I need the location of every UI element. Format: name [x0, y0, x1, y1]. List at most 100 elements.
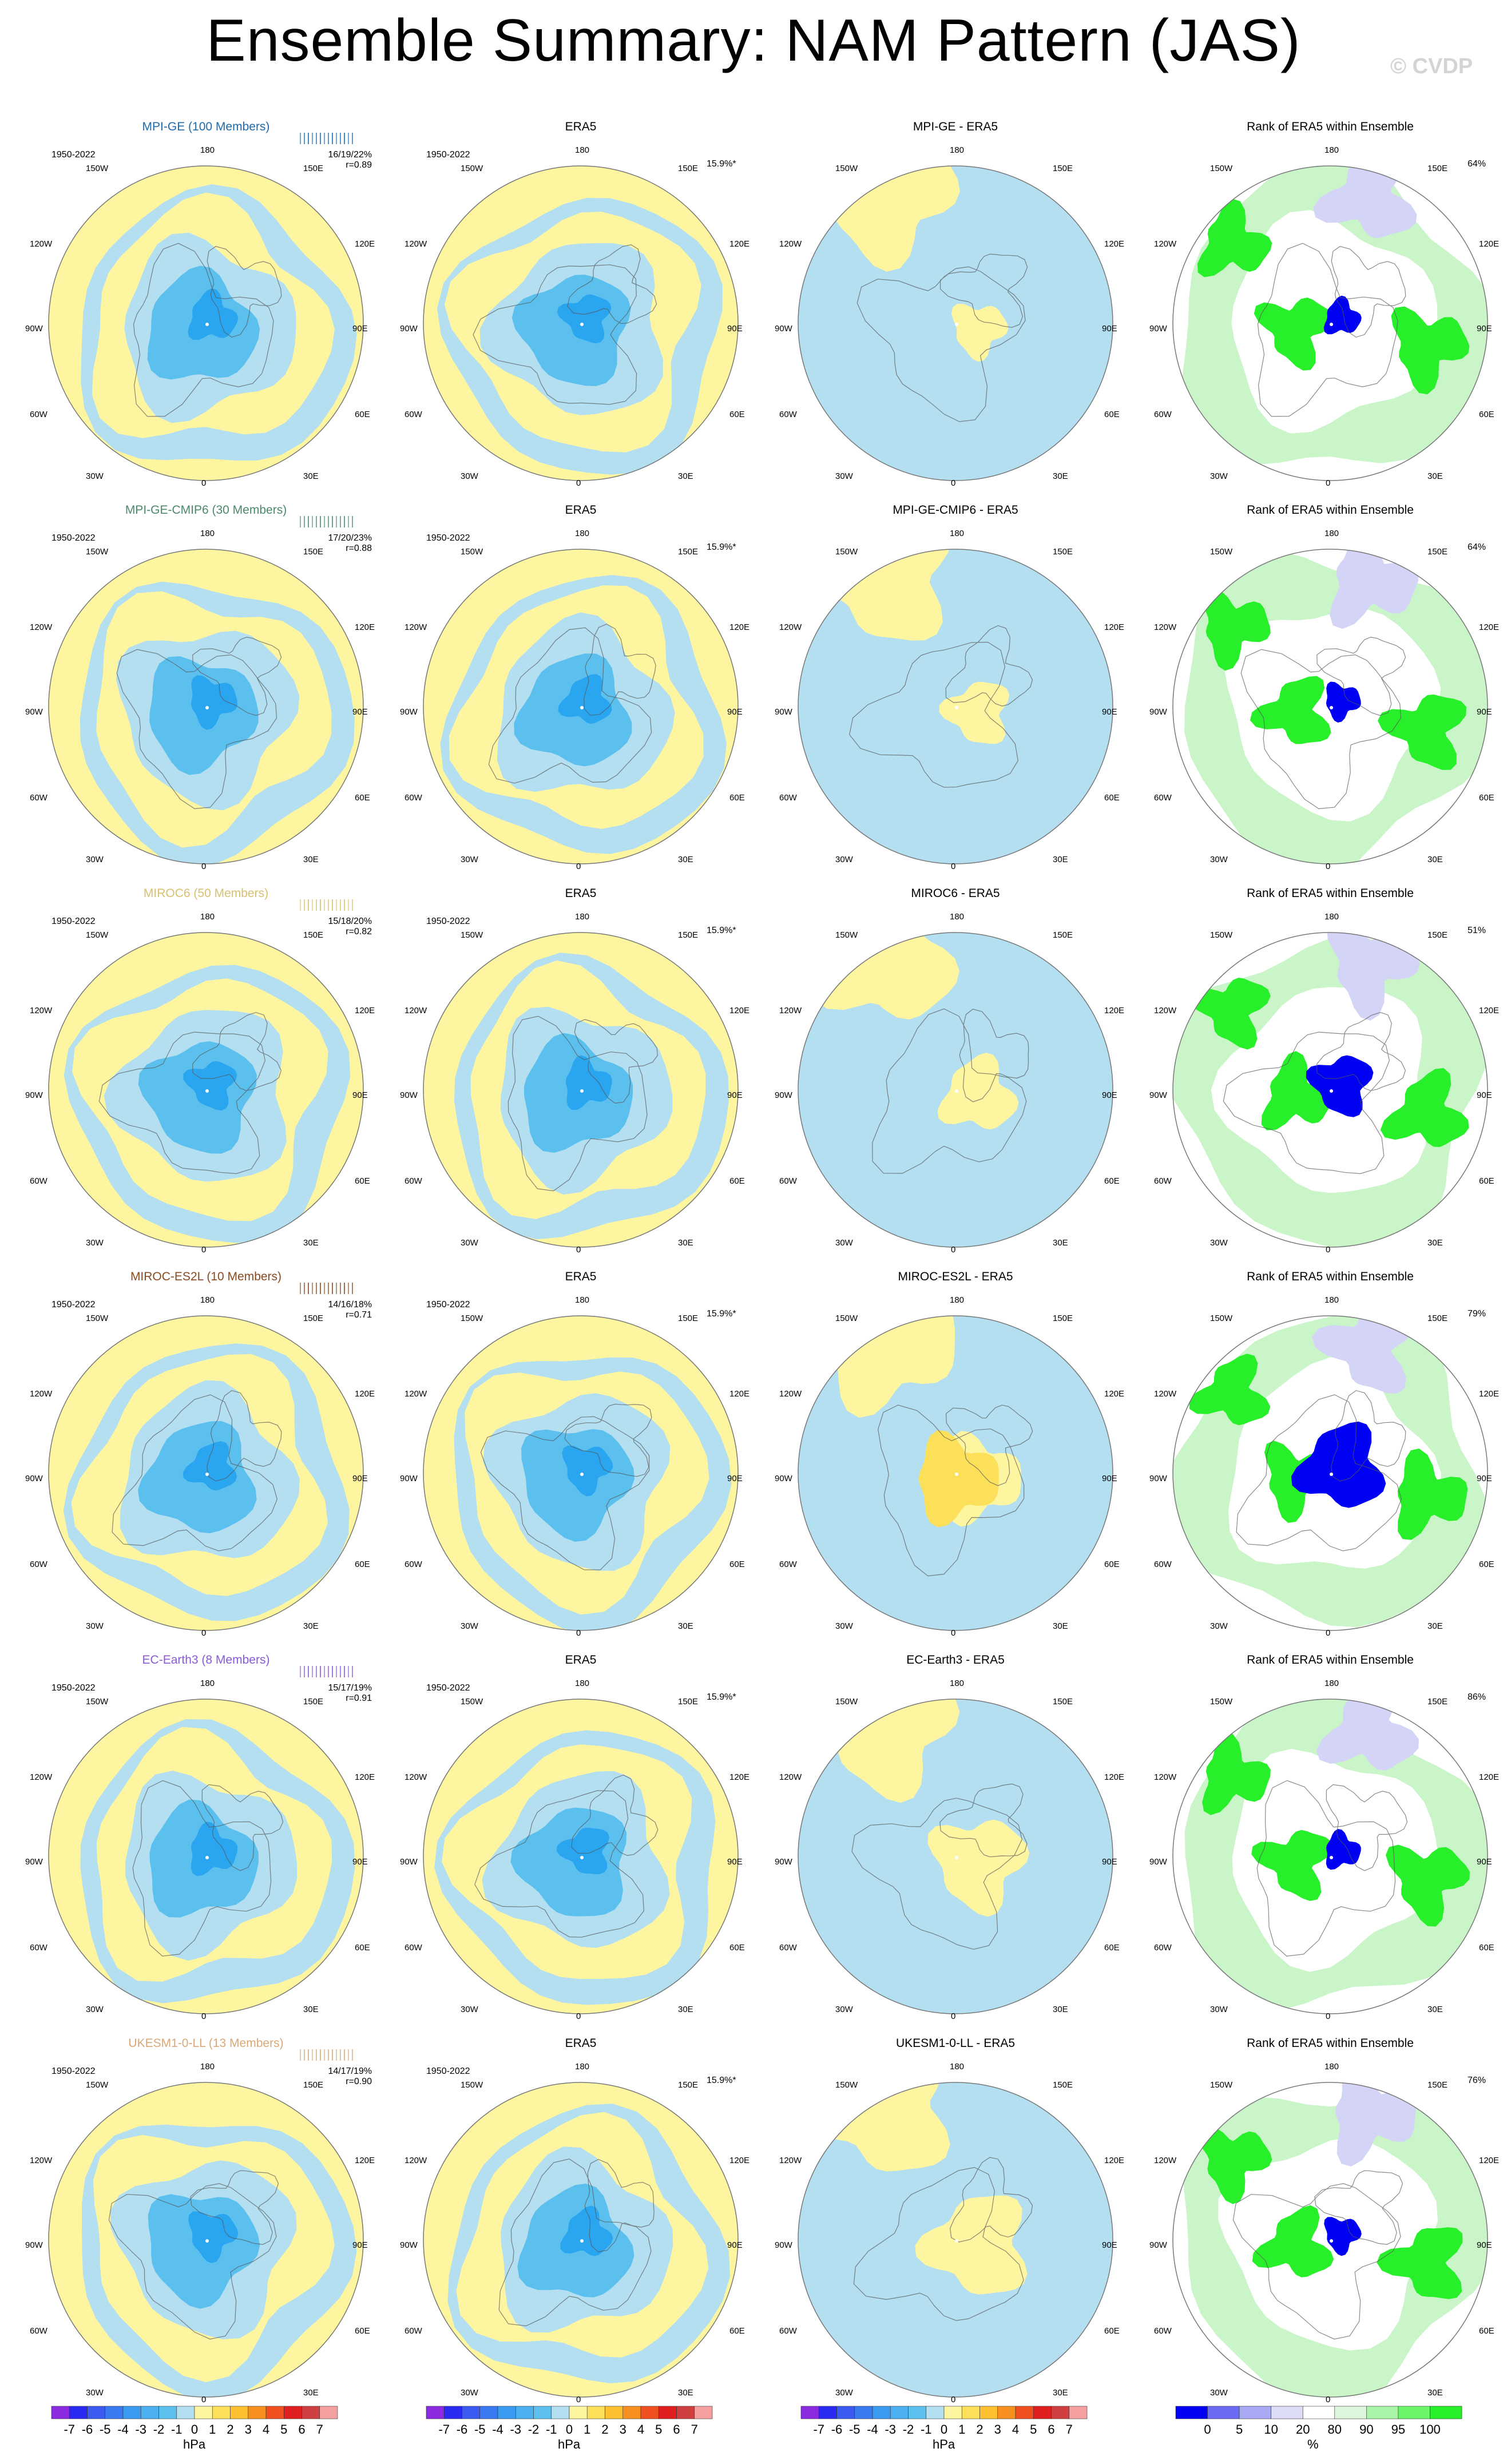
lon-label-ll: 60W [30, 410, 47, 419]
model-stats: 14/16/18% r=0.71 [303, 1300, 372, 1320]
lon-label-bottom: 0 [1326, 1245, 1331, 1255]
map-fill [49, 166, 363, 481]
panel-rank-row1: Rank of ERA5 within Ensemble 64% 180 0 150W 1… [1149, 120, 1507, 498]
rank-green-region-a [1203, 587, 1271, 671]
years-label: 1950-2022 [426, 1300, 470, 1310]
colorbar-swatch [1207, 2406, 1240, 2419]
era5-title: ERA5 [565, 1653, 597, 1667]
lon-label-lr: 60E [1479, 2326, 1494, 2336]
lon-label-bottom: 0 [201, 1245, 207, 1255]
positive-anomaly-region [821, 166, 960, 272]
positive-ring-region [444, 212, 701, 453]
colorbar-tick-label: 95 [1391, 2422, 1406, 2437]
colorbar-swatch [176, 2406, 195, 2419]
colorbar-rank: 0 5 10 20 80 90 95 100% [1170, 2403, 1468, 2454]
lon-label-bottom: 0 [201, 2011, 207, 2021]
lon-label-mr: 90E [352, 2240, 368, 2250]
colorbar-tick-label: 0 [565, 2422, 573, 2437]
panel-model-row4: MIROC-ES2L (10 Members) 1950-2022 14/16/18… [25, 1270, 383, 1648]
lon-label-bottom: 0 [951, 1628, 956, 1638]
pole-marker [1330, 323, 1333, 326]
colorbar-swatch [122, 2406, 141, 2419]
panel-rank-row6: Rank of ERA5 within Ensemble 76% 180 0 150W 1… [1149, 2037, 1507, 2414]
colorbar-swatch [51, 2406, 70, 2419]
era5-title: ERA5 [565, 1270, 597, 1283]
colorbar-tick-label: 2 [227, 2422, 234, 2437]
lon-label-bl: 30W [1210, 1621, 1228, 1631]
colorbar-swatch [997, 2406, 1016, 2419]
colorbar-swatch [890, 2406, 909, 2419]
map-fill [423, 1316, 738, 1630]
negative-center-region [188, 288, 239, 340]
lon-label-top: 180 [950, 912, 965, 922]
lon-label-ur: 120E [1479, 1772, 1500, 1782]
colorbar-tick-label: 0 [191, 2422, 199, 2437]
lon-label-tr: 150E [303, 1697, 324, 1707]
lon-label-mr: 90E [1102, 1090, 1117, 1100]
lon-label-ml: 90W [400, 1857, 418, 1867]
panel-diff-row3: MIROC6 - ERA5 180 0 150W 150E 120W 120E 90W 90E 6… [775, 887, 1133, 1264]
lon-label-lr: 60E [1479, 1176, 1494, 1186]
panel-model-row6: UKESM1-0-LL (13 Members) 1950-2022 14/17/1… [25, 2037, 383, 2414]
rank-green-region-c [1254, 297, 1335, 371]
lon-label-lr: 60E [355, 1176, 370, 1186]
lon-label-br: 30E [1053, 1621, 1068, 1631]
rank-pct: 79% [1468, 1309, 1486, 1319]
stats-correlation: r=0.91 [346, 1693, 372, 1703]
lon-label-top: 180 [200, 529, 215, 538]
lon-label-top: 180 [1324, 1679, 1339, 1688]
watermark: © CVDP [1390, 54, 1473, 78]
lon-label-ll: 60W [30, 2326, 47, 2336]
lon-label-ul: 120W [779, 2156, 802, 2165]
lon-label-lr: 60E [729, 2326, 745, 2336]
lon-label-bottom: 0 [576, 478, 581, 488]
lon-label-lr: 60E [1104, 1560, 1120, 1569]
lon-label-mr: 90E [1477, 707, 1492, 717]
lon-label-top: 180 [575, 1679, 590, 1688]
map-border [423, 1315, 739, 1631]
ensemble-strip [300, 133, 353, 144]
colorbar-tick-label: -7 [438, 2422, 450, 2437]
lon-label-tr: 150E [1427, 547, 1448, 557]
rank-green-region-b [1397, 1449, 1468, 1540]
years-label: 1950-2022 [51, 533, 96, 543]
rank-blue-region [1306, 1055, 1374, 1117]
model-title: MPI-GE (100 Members) [142, 120, 270, 133]
lon-label-tl: 150W [461, 1697, 483, 1707]
map-border [423, 2082, 739, 2398]
colorbar-swatch [265, 2406, 284, 2419]
panel-diff-row4: MIROC-ES2L - ERA5 180 0 150W 150E 120W 120E 90W… [775, 1270, 1133, 1648]
colorbar-tick-label: 5 [1030, 2422, 1037, 2437]
positive-center-region [915, 2195, 1028, 2295]
lon-label-lr: 60E [729, 1560, 745, 1569]
lon-label-ul: 120W [30, 622, 53, 632]
coastline [1232, 2170, 1403, 2340]
lon-label-bottom: 0 [951, 1245, 956, 1255]
lon-label-tl: 150W [1210, 1697, 1233, 1707]
stats-correlation: r=0.88 [346, 543, 372, 553]
pole-marker [1330, 2239, 1333, 2243]
model-stats: 15/18/20% r=0.82 [303, 916, 372, 937]
rank-pct: 64% [1468, 542, 1486, 552]
lon-label-ur: 120E [355, 1006, 375, 1015]
polar-map [1172, 1315, 1488, 1631]
positive-center-region [927, 1819, 1030, 1917]
rank-green-region-a [1197, 199, 1272, 277]
lon-label-lr: 60E [355, 410, 370, 419]
panel-era-row4: ERA5 1950-2022 15.9%* 180 0 150W 150E 120W 120E 9… [400, 1270, 758, 1648]
lon-label-tr: 150E [1427, 1697, 1448, 1707]
colorbar-tick-label: -4 [867, 2422, 878, 2437]
lon-label-br: 30E [678, 471, 693, 481]
rank-green-region-c [1261, 1051, 1335, 1130]
lon-label-ur: 120E [355, 1772, 375, 1782]
years-label: 1950-2022 [51, 150, 96, 160]
colorbar-swatch [462, 2406, 481, 2419]
stats-correlation: r=0.71 [346, 1310, 372, 1320]
lon-label-bottom: 0 [576, 2011, 581, 2021]
positive-core-region [918, 1430, 999, 1527]
polar-map [798, 165, 1113, 481]
map-border [423, 549, 739, 864]
positive-anomaly-region [828, 1316, 955, 1418]
colorbar-swatch [105, 2406, 124, 2419]
